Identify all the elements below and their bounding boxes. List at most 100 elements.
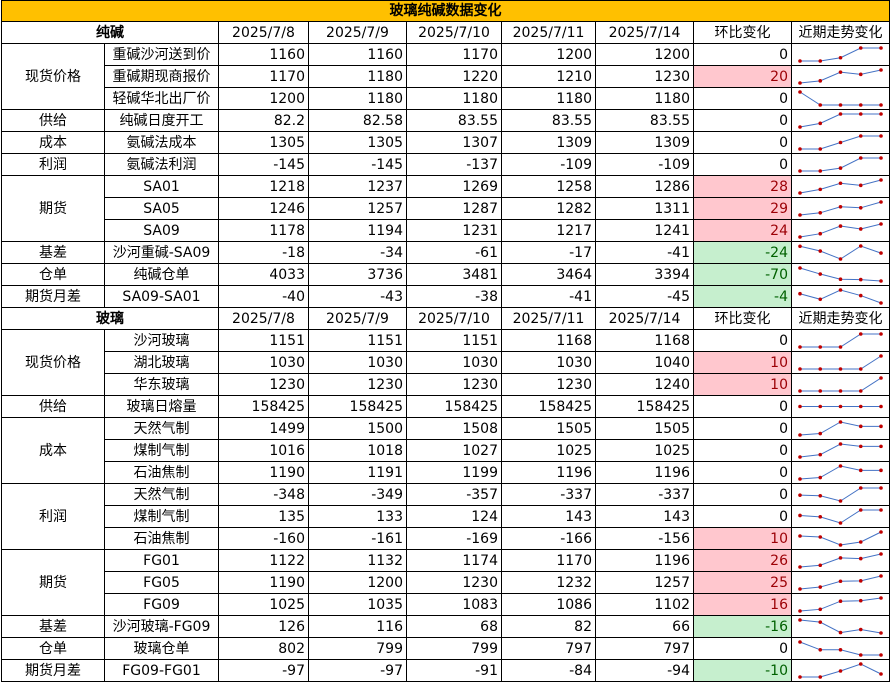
value-cell: 1160	[308, 43, 407, 66]
value-cell: 83.55	[501, 109, 596, 132]
trend-point	[798, 291, 802, 296]
trend-cell	[790, 417, 890, 440]
trend-point	[879, 112, 883, 116]
table-row: 成本 天然气制 1499 1500 1508 1505 1505 0	[1, 417, 890, 484]
trend-point	[858, 244, 863, 248]
trend-point	[818, 367, 823, 371]
value-cell: -161	[308, 527, 407, 550]
trend-cell	[790, 197, 890, 220]
trend-point	[818, 404, 823, 409]
table-row: 基差 沙河玻璃-FG09 126 116 68 82 66 -16	[1, 615, 890, 638]
section-header-row: 纯碱 2025/7/8 2025/7/9 2025/7/10 2025/7/11 2025…	[1, 21, 890, 44]
value-cell: 143	[595, 505, 694, 528]
table-row: 利润 天然气制 -348 -349 -357 -337 -337 0	[1, 483, 890, 550]
trend-point	[798, 235, 802, 239]
change-cell: 16	[693, 593, 792, 616]
value-cell: -137	[406, 153, 502, 176]
value-cell: 1230	[218, 373, 309, 396]
value-cell: -145	[308, 153, 407, 176]
value-cell: 1168	[501, 329, 596, 352]
trend-point	[818, 389, 823, 393]
trend-sparkline	[798, 178, 883, 195]
trend-sparkline	[798, 574, 883, 591]
trend-cell	[790, 241, 890, 264]
trend-point	[798, 367, 802, 371]
value-cell: -91	[406, 659, 502, 682]
trend-sparkline	[798, 552, 883, 569]
date-header: 2025/7/14	[595, 21, 694, 44]
item-cell: FG01	[104, 549, 219, 572]
table-title: 玻璃纯碱数据变化	[0, 0, 890, 22]
trend-point	[818, 249, 823, 253]
trend-point	[798, 675, 802, 679]
category-cell: 基差	[1, 241, 105, 264]
trend-sparkline	[798, 376, 883, 393]
trend-cell	[790, 65, 890, 88]
value-cell: -94	[595, 659, 694, 682]
trend-point	[818, 607, 823, 612]
value-cell: 1180	[595, 87, 694, 110]
trend-sparkline	[798, 112, 883, 129]
table-row: FG09 1025 1035 1083 1086 1102 16	[2, 593, 890, 616]
value-cell: 1170	[406, 43, 502, 66]
value-cell: -41	[501, 285, 596, 308]
value-cell: 158425	[406, 395, 502, 418]
trend-sparkline	[798, 420, 883, 437]
value-cell: 1168	[595, 329, 694, 352]
category-cell: 现货价格	[1, 329, 105, 396]
trend-point	[858, 486, 863, 490]
value-cell: -109	[595, 153, 694, 176]
change-cell: 0	[693, 461, 792, 484]
trend-point	[818, 648, 823, 652]
trend-point	[838, 521, 843, 525]
value-cell: -160	[218, 527, 309, 550]
item-cell: 纯碱仓单	[104, 263, 219, 286]
trend-sparkline	[798, 640, 883, 657]
trend-sparkline	[798, 354, 883, 371]
value-cell: -145	[218, 153, 309, 176]
trend-point	[818, 272, 823, 276]
trend-point	[838, 499, 843, 503]
value-cell: 1030	[308, 351, 407, 374]
value-cell: 133	[308, 505, 407, 528]
trend-point	[879, 251, 883, 255]
value-cell: 1287	[406, 197, 502, 220]
value-cell: 158425	[501, 395, 596, 418]
trend-point	[879, 596, 883, 600]
value-cell: 1151	[406, 329, 502, 352]
value-cell: 1309	[595, 131, 694, 154]
trend-sparkline	[798, 244, 883, 261]
trend-sparkline	[798, 266, 883, 283]
trend-cell	[790, 263, 890, 286]
trend-sparkline	[798, 222, 883, 239]
table-row: 期货月差 FG09-FG01 -97 -97 -91 -84 -94 -10	[1, 659, 890, 682]
value-cell: 1194	[308, 219, 407, 242]
trend-point	[879, 103, 883, 107]
value-cell: -43	[308, 285, 407, 308]
trend-point	[798, 534, 802, 538]
value-cell: 1508	[406, 417, 502, 440]
table-row: 仓单 纯碱仓单 4033 3736 3481 3464 3394 -70	[1, 263, 890, 286]
category-cell: 仓单	[1, 637, 105, 660]
value-cell: 1305	[308, 131, 407, 154]
value-cell: 82	[501, 615, 596, 638]
trend-line	[799, 245, 882, 260]
item-cell: 石油焦制	[104, 461, 219, 484]
trend-point	[838, 464, 843, 468]
change-cell: 25	[693, 571, 792, 594]
trend-point	[798, 493, 802, 497]
trend-sparkline	[798, 596, 883, 613]
trend-point	[838, 420, 843, 424]
value-cell: 1269	[406, 175, 502, 198]
category-cell: 供给	[1, 109, 105, 132]
item-cell: 氨碱法利润	[104, 153, 219, 176]
trend-point	[838, 277, 843, 282]
trend-point	[818, 121, 823, 126]
value-cell: 1035	[308, 593, 407, 616]
category-cell: 成本	[1, 131, 105, 154]
trend-sparkline	[798, 464, 883, 481]
item-cell: 煤制气制	[104, 439, 219, 462]
trend-point	[858, 206, 863, 210]
trend-point	[798, 345, 802, 349]
trend-line	[799, 91, 881, 106]
